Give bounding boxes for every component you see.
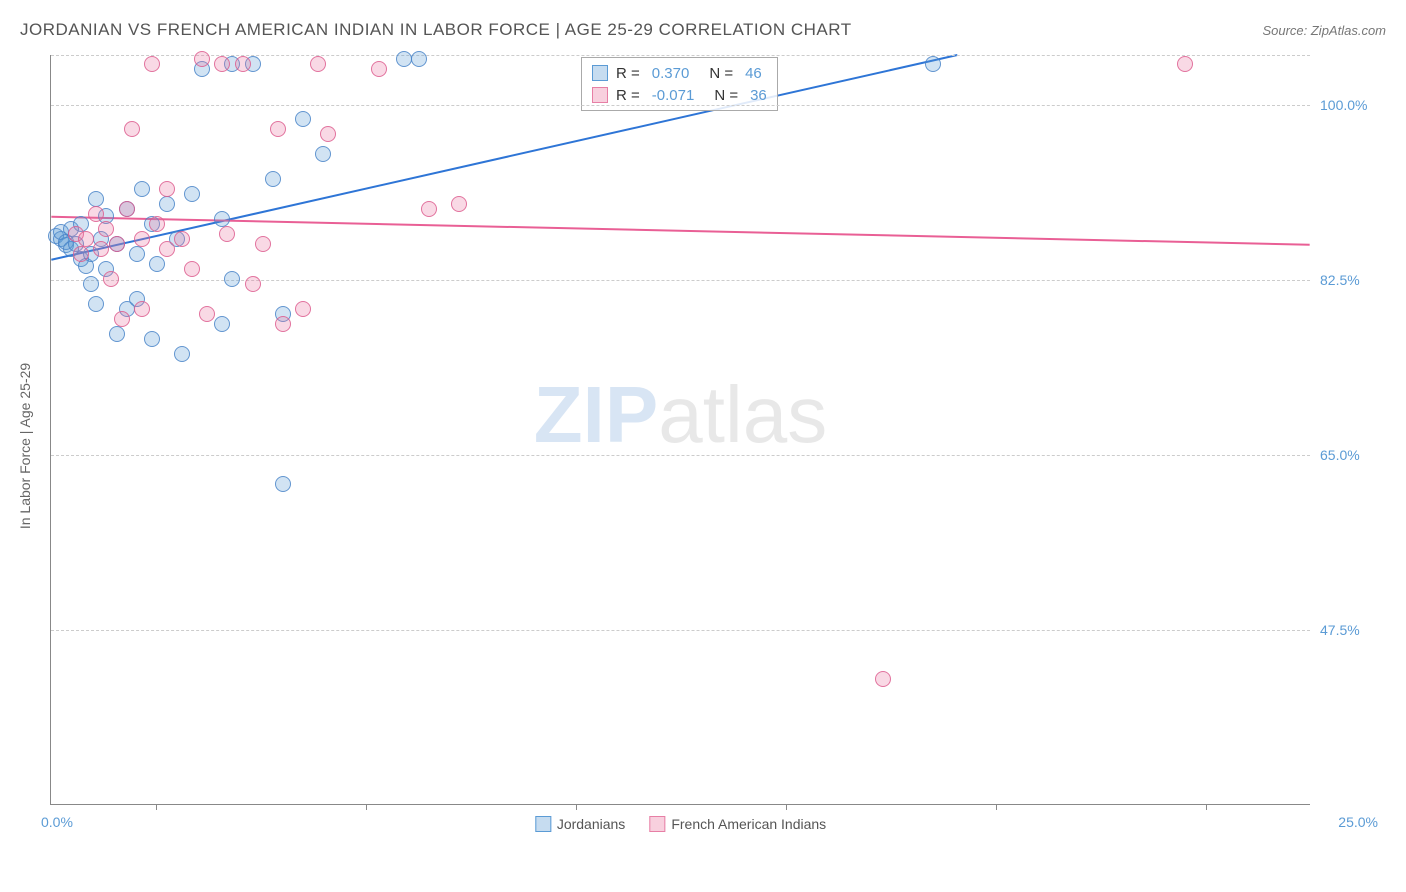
header: JORDANIAN VS FRENCH AMERICAN INDIAN IN L… xyxy=(20,20,1386,40)
x-tick xyxy=(576,804,577,810)
data-point xyxy=(114,311,130,327)
data-point xyxy=(129,246,145,262)
trendline xyxy=(51,55,957,260)
data-point xyxy=(134,301,150,317)
data-point xyxy=(295,301,311,317)
x-max-label: 25.0% xyxy=(1338,814,1378,830)
data-point xyxy=(184,186,200,202)
data-point xyxy=(194,51,210,67)
data-point xyxy=(1177,56,1193,72)
legend-r-value: 0.370 xyxy=(652,65,690,82)
data-point xyxy=(411,51,427,67)
x-tick xyxy=(996,804,997,810)
data-point xyxy=(109,236,125,252)
data-point xyxy=(315,146,331,162)
legend-row: R = -0.071 N = 36 xyxy=(592,84,767,106)
data-point xyxy=(310,56,326,72)
data-point xyxy=(174,231,190,247)
data-point xyxy=(119,201,135,217)
y-tick-label: 100.0% xyxy=(1320,97,1380,113)
data-point xyxy=(320,126,336,142)
data-point xyxy=(265,171,281,187)
data-point xyxy=(421,201,437,217)
data-point xyxy=(159,241,175,257)
data-point xyxy=(214,211,230,227)
data-point xyxy=(149,216,165,232)
data-point xyxy=(214,316,230,332)
data-point xyxy=(224,271,240,287)
data-point xyxy=(88,206,104,222)
legend-label: French American Indians xyxy=(671,816,826,832)
legend-row: R = 0.370 N = 46 xyxy=(592,62,767,84)
y-tick-label: 65.0% xyxy=(1320,447,1380,463)
data-point xyxy=(174,346,190,362)
data-point xyxy=(98,221,114,237)
data-point xyxy=(184,261,200,277)
x-tick xyxy=(786,804,787,810)
data-point xyxy=(144,331,160,347)
series-legend: Jordanians French American Indians xyxy=(535,816,826,832)
y-tick-label: 47.5% xyxy=(1320,622,1380,638)
data-point xyxy=(149,256,165,272)
legend-label: Jordanians xyxy=(557,816,626,832)
data-point xyxy=(124,121,140,137)
legend-r-value: -0.071 xyxy=(652,87,695,104)
data-point xyxy=(159,196,175,212)
data-point xyxy=(219,226,235,242)
y-tick-label: 82.5% xyxy=(1320,272,1380,288)
x-tick xyxy=(156,804,157,810)
legend-swatch xyxy=(592,65,608,81)
data-point xyxy=(88,191,104,207)
data-point xyxy=(88,296,104,312)
data-point xyxy=(925,56,941,72)
data-point xyxy=(159,181,175,197)
data-point xyxy=(214,56,230,72)
data-point xyxy=(109,326,125,342)
y-axis-label: In Labor Force | Age 25-29 xyxy=(17,363,33,529)
legend-r-label: R = xyxy=(616,87,640,104)
legend-r-label: R = xyxy=(616,65,640,82)
trendlines-layer xyxy=(51,55,1310,804)
gridline xyxy=(51,105,1310,106)
legend-swatch xyxy=(649,816,665,832)
legend-n-label: N = xyxy=(709,65,733,82)
data-point xyxy=(295,111,311,127)
plot-area: ZIPatlas R =0.370N =46R =-0.071N =36 0.0… xyxy=(50,55,1310,805)
correlation-legend: R = 0.370 N = 46 R = -0.071 N = 36 xyxy=(581,57,778,111)
data-point xyxy=(255,236,271,252)
legend-swatch xyxy=(592,87,608,103)
legend-item: Jordanians xyxy=(535,816,626,832)
legend-n-value: 36 xyxy=(750,87,767,104)
data-point xyxy=(275,476,291,492)
x-min-label: 0.0% xyxy=(41,814,73,830)
data-point xyxy=(73,246,89,262)
source-credit: Source: ZipAtlas.com xyxy=(1262,23,1386,38)
data-point xyxy=(245,276,261,292)
data-point xyxy=(78,231,94,247)
data-point xyxy=(270,121,286,137)
data-point xyxy=(134,231,150,247)
data-point xyxy=(134,181,150,197)
data-point xyxy=(93,241,109,257)
legend-n-value: 46 xyxy=(745,65,762,82)
gridline xyxy=(51,630,1310,631)
data-point xyxy=(235,56,251,72)
data-point xyxy=(199,306,215,322)
trendline xyxy=(51,217,1309,245)
data-point xyxy=(875,671,891,687)
data-point xyxy=(451,196,467,212)
data-point xyxy=(396,51,412,67)
data-point xyxy=(83,276,99,292)
x-tick xyxy=(366,804,367,810)
x-tick xyxy=(1206,804,1207,810)
data-point xyxy=(103,271,119,287)
legend-item: French American Indians xyxy=(649,816,826,832)
data-point xyxy=(144,56,160,72)
data-point xyxy=(371,61,387,77)
gridline xyxy=(51,455,1310,456)
chart-title: JORDANIAN VS FRENCH AMERICAN INDIAN IN L… xyxy=(20,20,852,40)
legend-swatch xyxy=(535,816,551,832)
legend-n-label: N = xyxy=(714,87,738,104)
data-point xyxy=(275,316,291,332)
